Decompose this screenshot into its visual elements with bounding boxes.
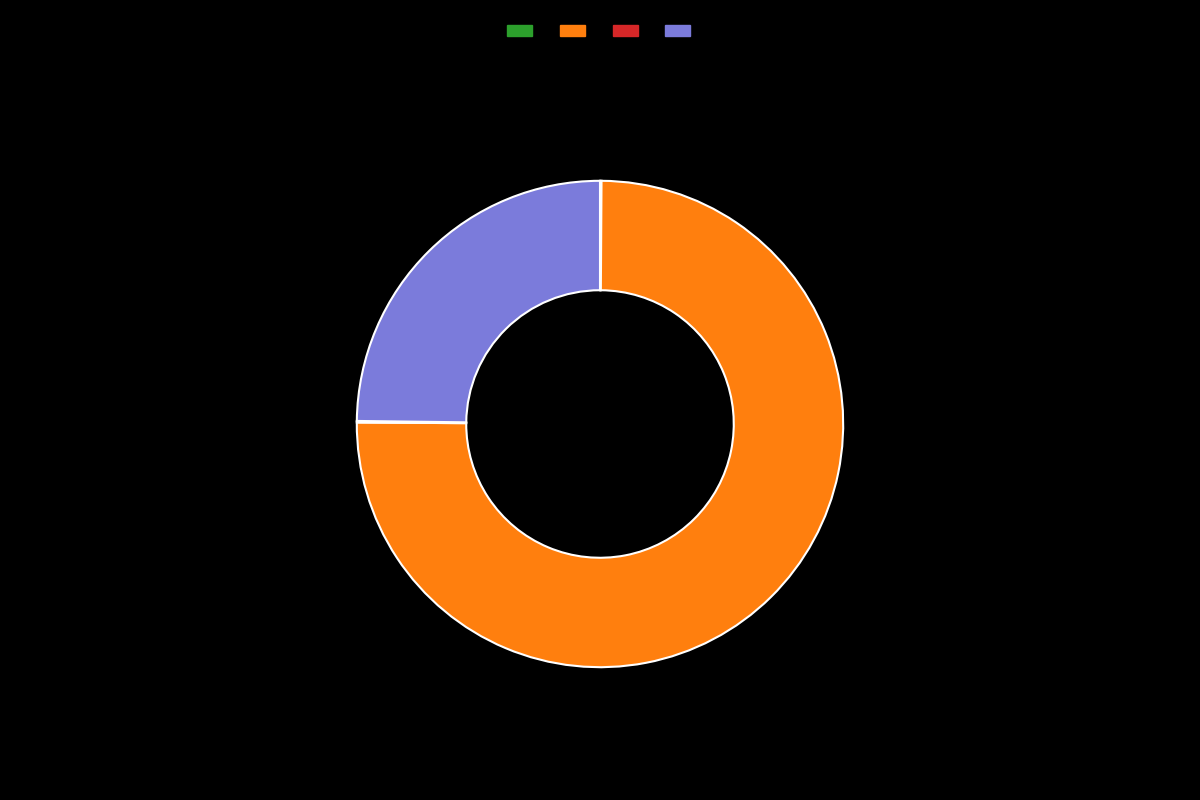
Wedge shape [356, 181, 844, 667]
Wedge shape [600, 181, 601, 290]
Wedge shape [356, 421, 467, 423]
Legend: , , , : , , , [502, 19, 698, 44]
Wedge shape [356, 181, 600, 422]
